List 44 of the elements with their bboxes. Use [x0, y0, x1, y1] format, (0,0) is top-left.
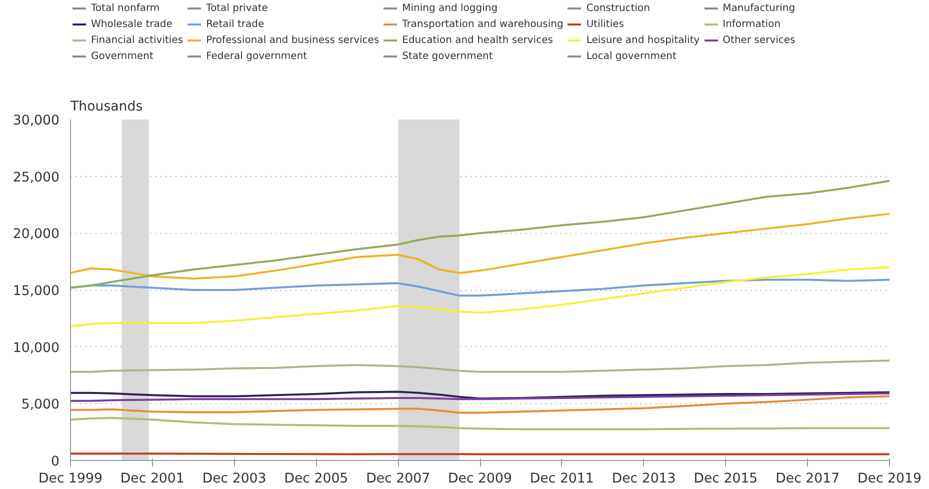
legend-label: Total private: [206, 2, 268, 14]
legend-label: Professional and business services: [206, 34, 380, 46]
legend-label: Manufacturing: [722, 2, 796, 14]
y-tick-label: 25,000: [12, 170, 60, 186]
line-series: [70, 212, 890, 280]
legend-label: Other services: [722, 34, 796, 46]
legend-label: Financial activities: [91, 34, 184, 46]
legend-label: Utilities: [586, 18, 624, 30]
y-tick-label: 20,000: [12, 227, 60, 242]
x-tick-label: Dec 2013: [612, 472, 676, 486]
x-tick-label: Dec 2019: [858, 472, 922, 486]
legend-label: Transportation and warehousing: [402, 18, 564, 30]
legend-label: Local government: [586, 50, 676, 62]
legend-label: Education and health services: [402, 34, 553, 46]
legend-label: Mining and logging: [402, 2, 498, 14]
line-series: [70, 180, 890, 289]
legend-label: Leisure and hospitality: [586, 34, 700, 46]
x-tick-label: Dec 2017: [776, 472, 840, 486]
line-series: [70, 395, 890, 414]
x-tick-label: Dec 2009: [448, 472, 512, 486]
x-tick-label: Dec 2011: [530, 472, 594, 486]
y-tick-label: 5,000: [21, 398, 60, 413]
legend-label: Information: [722, 18, 781, 30]
line-series: [70, 416, 890, 430]
x-tick-label: Dec 2001: [120, 472, 184, 486]
x-tick-label: Dec 1999: [38, 472, 102, 486]
legend-label: Wholesale trade: [91, 18, 172, 30]
x-tick-label: Dec 2007: [366, 472, 430, 486]
legend-label: Total nonfarm: [91, 2, 160, 14]
legend-label: Federal government: [206, 50, 308, 62]
legend-label: Retail trade: [206, 18, 264, 30]
legend-label: State government: [402, 50, 493, 62]
legend-label: Construction: [586, 2, 650, 14]
legend-label: Government: [91, 50, 154, 62]
y-tick-label: 30,000: [12, 114, 60, 128]
x-tick-label: Dec 2015: [694, 472, 758, 486]
line-series: [70, 359, 890, 373]
y-tick-label: 10,000: [12, 340, 60, 356]
y-tick-label: 0: [51, 454, 60, 470]
x-tick-label: Dec 2005: [284, 472, 348, 486]
line-series: [70, 266, 890, 328]
x-tick-label: Dec 2003: [202, 472, 266, 486]
y-tick-label: 15,000: [12, 284, 60, 299]
y-axis-title: Thousands: [70, 100, 143, 114]
